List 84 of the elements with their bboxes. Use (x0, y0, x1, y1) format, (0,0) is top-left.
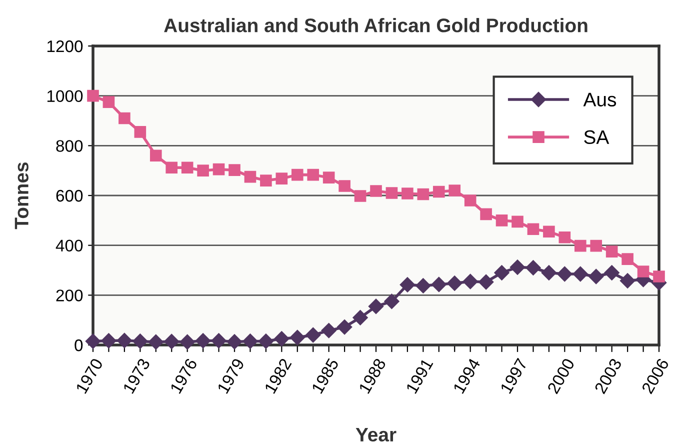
point (526, 260, 541, 276)
chart-title: Australian and South African Gold Production (164, 18, 588, 32)
point (574, 240, 586, 252)
point (276, 172, 288, 184)
point (211, 333, 226, 348)
legend-label: Aus (583, 92, 616, 106)
point (590, 240, 602, 252)
point (558, 231, 571, 244)
point (354, 190, 366, 202)
point (384, 294, 400, 309)
point (116, 332, 132, 348)
point (448, 184, 461, 196)
point (464, 194, 476, 206)
point (386, 187, 398, 199)
point (512, 216, 524, 228)
point (101, 333, 116, 348)
point (228, 164, 240, 176)
point (338, 180, 350, 192)
legend-label: SA (584, 130, 610, 144)
point (336, 319, 352, 335)
point (244, 170, 256, 183)
point (527, 223, 540, 236)
point (416, 278, 431, 294)
point (212, 163, 225, 176)
point (496, 214, 508, 226)
point (447, 276, 462, 291)
point (181, 162, 194, 174)
point (400, 277, 416, 292)
point (321, 322, 336, 338)
point (402, 188, 414, 200)
point (494, 265, 510, 280)
point (85, 334, 101, 349)
point (197, 164, 209, 176)
point (606, 246, 618, 258)
point (226, 334, 242, 350)
point (260, 174, 272, 186)
point (620, 273, 636, 288)
y-tick-label: 800 (56, 140, 83, 152)
point (541, 265, 557, 280)
point (352, 310, 368, 326)
point (134, 126, 146, 138)
point (132, 334, 148, 349)
y-tick-label: 600 (56, 190, 83, 202)
point (417, 188, 430, 200)
point (572, 266, 588, 282)
point (557, 266, 572, 282)
point (290, 330, 305, 346)
point (118, 112, 130, 124)
x-axis-title: Year (356, 428, 396, 442)
point (195, 333, 211, 348)
y-tick-label: 1000 (47, 90, 83, 102)
point (543, 226, 555, 238)
y-axis-title: Tonnes (14, 162, 28, 230)
point (478, 274, 494, 290)
point (431, 276, 446, 292)
point (291, 168, 304, 181)
point (258, 334, 274, 349)
y-tick-label: 200 (56, 290, 83, 302)
point (462, 274, 478, 290)
point (164, 334, 180, 350)
point (180, 334, 195, 350)
point (637, 266, 650, 278)
y-tick-label: 400 (56, 240, 83, 252)
point (432, 186, 445, 198)
point (242, 334, 258, 349)
point (322, 172, 335, 184)
point (148, 334, 164, 350)
point (622, 253, 634, 265)
point (166, 162, 178, 174)
point (370, 185, 382, 197)
point (510, 260, 526, 275)
point (306, 327, 321, 343)
point (274, 331, 290, 346)
point (480, 208, 492, 220)
point (307, 168, 320, 181)
point (368, 298, 384, 314)
point (102, 96, 115, 108)
y-tick-label: 0 (74, 339, 83, 352)
point (588, 268, 604, 284)
point (653, 270, 665, 282)
point (150, 150, 162, 162)
point (604, 265, 620, 280)
y-tick-label: 1200 (47, 40, 83, 52)
point (87, 90, 99, 102)
